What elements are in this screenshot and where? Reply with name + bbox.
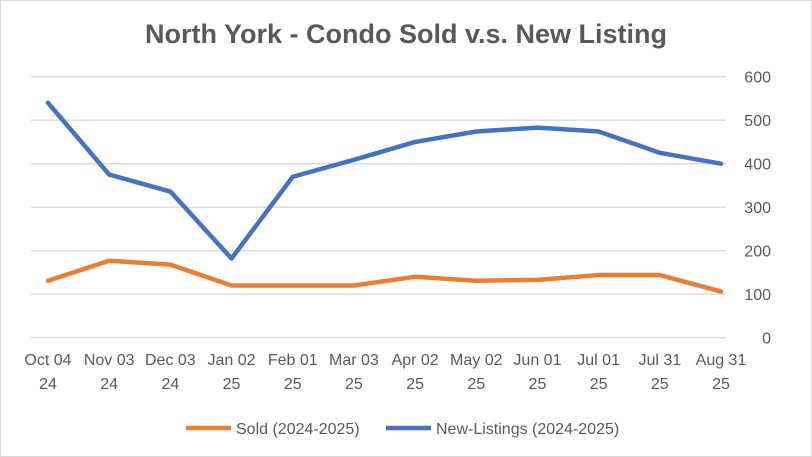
series-line-1 [45, 100, 724, 261]
x-tick-label-year: 25 [529, 376, 547, 393]
x-tick-label-year: 25 [223, 376, 241, 393]
x-tick-label: Dec 03 [145, 352, 196, 369]
x-tick-label: Mar 03 [329, 352, 379, 369]
y-tick-label: 300 [744, 200, 771, 217]
x-tick-label: Aug 31 [696, 352, 747, 369]
y-tick-label: 100 [744, 287, 771, 304]
x-tick-label-year: 25 [651, 376, 669, 393]
x-tick-label: May 02 [450, 352, 503, 369]
x-tick-label-year: 25 [406, 376, 424, 393]
y-tick-label: 500 [744, 113, 771, 130]
y-tick-label: 200 [744, 244, 771, 261]
x-tick-label: Feb 01 [268, 352, 318, 369]
y-tick-label: 600 [744, 70, 771, 87]
y-tick-label: 0 [762, 331, 771, 348]
x-tick-label-year: 24 [39, 376, 57, 393]
x-tick-label: Jan 02 [208, 352, 256, 369]
x-tick-label: Jul 31 [638, 352, 681, 369]
chart-title: North York - Condo Sold v.s. New Listing [145, 19, 667, 49]
x-tick-label: Jul 01 [577, 352, 620, 369]
legend-label: Sold (2024-2025) [236, 421, 360, 438]
x-tick-label: Apr 02 [392, 352, 439, 369]
legend-label: New-Listings (2024-2025) [436, 421, 619, 438]
x-tick-label-year: 25 [284, 376, 302, 393]
x-tick-label-year: 25 [467, 376, 485, 393]
x-tick-label-year: 25 [712, 376, 730, 393]
x-tick-label-year: 24 [161, 376, 179, 393]
x-tick-label-year: 25 [590, 376, 608, 393]
x-tick-label: Nov 03 [84, 352, 135, 369]
x-tick-label-year: 24 [100, 376, 118, 393]
x-tick-label: Jun 01 [513, 352, 561, 369]
series-line-0 [45, 258, 724, 294]
x-tick-label: Oct 04 [24, 352, 71, 369]
x-tick-label-year: 25 [345, 376, 363, 393]
y-tick-label: 400 [744, 157, 771, 174]
